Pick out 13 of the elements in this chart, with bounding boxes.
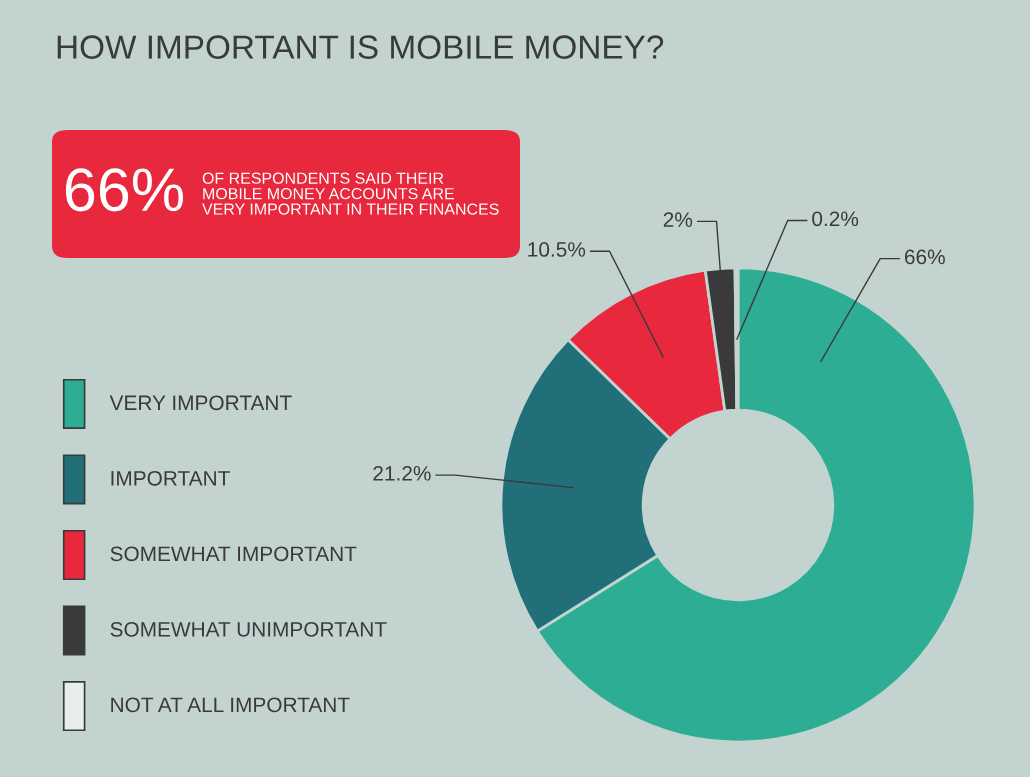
legend-label: NOT AT ALL IMPORTANT xyxy=(111,697,350,713)
legend-label: IMPORTANT xyxy=(111,470,230,486)
legend-label: VERY IMPORTANT xyxy=(109,395,292,411)
data-label: 10.5% xyxy=(528,242,586,257)
data-label: 66% xyxy=(904,249,945,265)
text: OF RESPONDENTS SAID THEIR MOBILE MONEY ACCOUNTS ARE VERY IMPORTANT IN THEIR FINANCES xyxy=(202,172,499,215)
text: 66% xyxy=(65,168,183,212)
legend-label: SOMEWHAT UNIMPORTANT xyxy=(110,621,387,637)
legend-label: SOMEWHAT IMPORTANT xyxy=(110,546,357,562)
chart-title: HOW IMPORTANT IS MOBILE MONEY? xyxy=(57,35,664,59)
data-label: 2% xyxy=(663,212,693,227)
data-label: 21.2% xyxy=(373,465,431,481)
data-label: 0.2% xyxy=(812,211,859,227)
